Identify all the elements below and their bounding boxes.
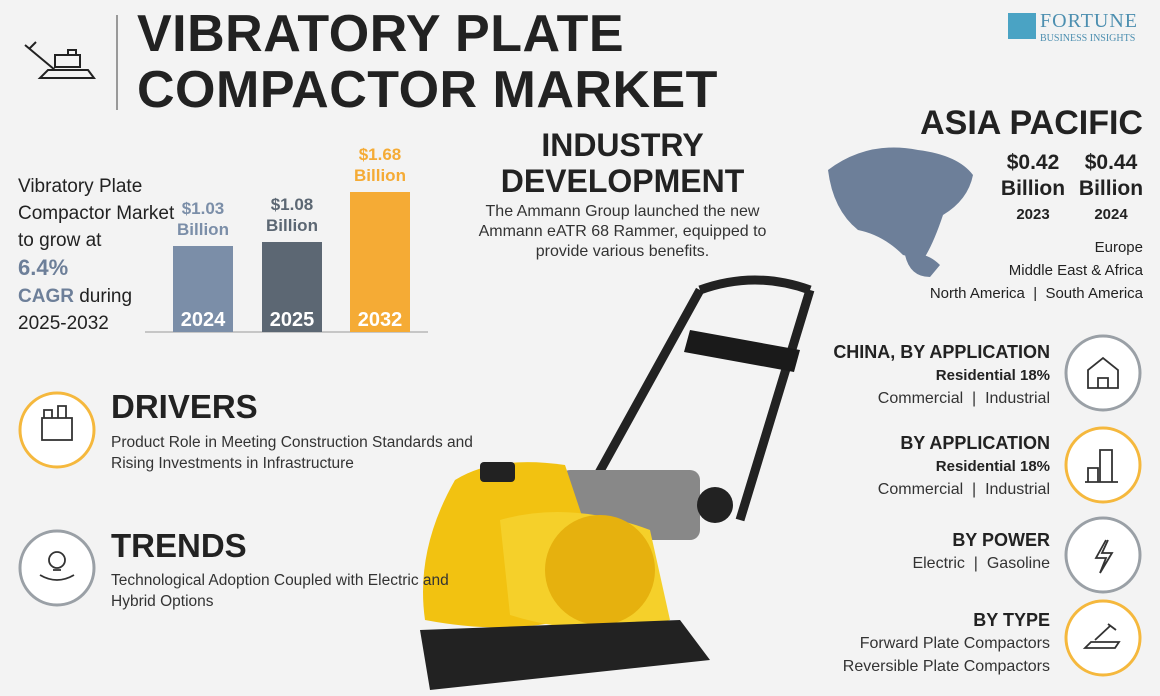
segment: BY POWER Electric | Gasoline [912, 529, 1050, 575]
stat-year: 2023 [1016, 206, 1050, 223]
logo: FORTUNE BUSINESS INSIGHTS [1040, 10, 1138, 44]
segment: BY APPLICATION Residential 18% Commercial … [878, 432, 1050, 501]
x-tick-label: 2032 [357, 309, 403, 331]
value-label: $1.08 Billion [266, 195, 318, 235]
region-stat: $0.44 Billion 2024 [1071, 150, 1151, 223]
trends-title: TRENDS [111, 527, 247, 564]
value-label: $1.68 Billion [354, 145, 406, 185]
segment-line: Commercial | Industrial [877, 390, 1050, 407]
segment-highlight: Residential 18% [935, 458, 1050, 475]
segment-highlight: Residential 18% [935, 367, 1050, 384]
bar: 2032 [350, 192, 410, 332]
bar: 2024 [173, 246, 233, 332]
stat-value: $0.44 Billion [1078, 151, 1144, 200]
title: VIBRATORY PLATE COMPACTOR MARKET [137, 5, 718, 119]
logo-name: FORTUNE [1040, 10, 1139, 32]
segment-line: Electric | Gasoline [912, 555, 1050, 572]
cagr-label: CAGR [18, 286, 74, 307]
segment-title: BY POWER [952, 530, 1050, 550]
region-others: Europe Middle East & Africa North America … [930, 236, 1143, 305]
segment-title: BY APPLICATION [900, 433, 1050, 453]
summary: Vibratory Plate Compactor Market to grow… [18, 173, 193, 337]
region-name: Europe [1094, 239, 1143, 256]
region-title: ASIA PACIFIC [920, 104, 1143, 142]
segment-line: Reversible Plate Compactors [842, 658, 1050, 675]
stat-year: 2024 [1094, 206, 1128, 223]
bar: 2025 [262, 242, 322, 332]
segment-line: Forward Plate Compactors [859, 635, 1050, 652]
region-name: North America | South America [929, 285, 1143, 302]
x-tick-label: 2024 [180, 309, 226, 331]
trends-text: Technological Adoption Coupled with Elec… [111, 572, 449, 610]
during: during [79, 286, 133, 307]
region-stat: $0.42 Billion 2023 [993, 150, 1073, 223]
segment-title: CHINA, BY APPLICATION [833, 342, 1050, 362]
logo-tagline: BUSINESS INSIGHTS [1040, 33, 1136, 44]
bar-chart: 2024 $1.03 Billion 2025 $1.08 Billion 2032 $1… [145, 140, 428, 332]
period: 2025-2032 [18, 313, 109, 334]
stat-value: $0.42 Billion [1000, 151, 1066, 200]
segment-title: BY TYPE [973, 610, 1050, 630]
region-name: Middle East & Africa [1008, 262, 1143, 279]
intro: Vibratory Plate Compactor Market to grow… [18, 176, 175, 251]
segment: BY TYPE Forward Plate Compactors Reversibl… [843, 609, 1050, 678]
x-tick-label: 2025 [269, 309, 315, 331]
industry-text: The Ammann Group launched the new Ammann… [478, 203, 767, 260]
drivers-text: Product Role in Meeting Construction Sta… [111, 434, 473, 472]
industry-title: INDUSTRY DEVELOPMENT [500, 127, 745, 199]
segment-line: Commercial | Industrial [877, 481, 1050, 498]
value-label: $1.03 Billion [177, 199, 229, 240]
cagr-value: 6.4% [18, 255, 69, 280]
drivers-title: DRIVERS [111, 388, 258, 425]
segment: CHINA, BY APPLICATION Residential 18% Comm… [833, 341, 1050, 410]
